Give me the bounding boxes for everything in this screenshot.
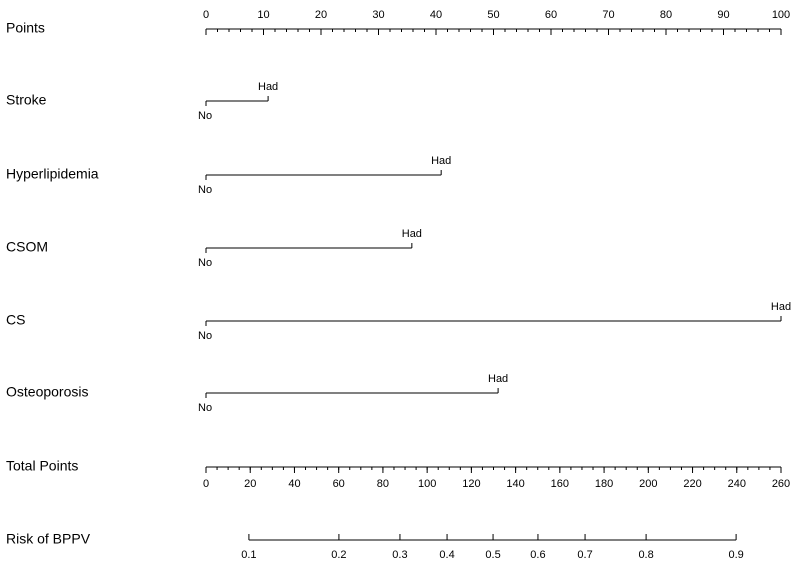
level-label: No: [198, 110, 212, 122]
level-label: Had: [258, 81, 278, 93]
tick-label: 100: [418, 478, 436, 490]
level-label: Had: [771, 301, 791, 313]
tick-label: 50: [487, 9, 499, 21]
tick-label: 30: [372, 9, 384, 21]
level-label: No: [198, 184, 212, 196]
tick-label: 40: [288, 478, 300, 490]
tick-label: 0.2: [331, 549, 346, 561]
tick-label: 80: [377, 478, 389, 490]
tick-label: 0: [203, 9, 209, 21]
row-label: Hyperlipidemia: [6, 166, 99, 182]
tick-label: 60: [333, 478, 345, 490]
tick-label: 20: [315, 9, 327, 21]
tick-label: 120: [462, 478, 480, 490]
tick-label: 40: [430, 9, 442, 21]
tick-label: 0.5: [485, 549, 500, 561]
tick-label: 240: [728, 478, 746, 490]
level-label: Had: [488, 373, 508, 385]
tick-label: 0.6: [530, 549, 545, 561]
level-label: No: [198, 330, 212, 342]
row-label: Points: [6, 20, 45, 36]
tick-label: 140: [506, 478, 524, 490]
tick-label: 100: [772, 9, 790, 21]
row-label: Total Points: [6, 458, 78, 474]
level-label: Had: [431, 155, 451, 167]
tick-label: 200: [639, 478, 657, 490]
tick-label: 60: [545, 9, 557, 21]
tick-label: 0.8: [638, 549, 653, 561]
tick-label: 0: [203, 478, 209, 490]
level-label: Had: [402, 228, 422, 240]
tick-label: 20: [244, 478, 256, 490]
tick-label: 90: [717, 9, 729, 21]
tick-label: 70: [602, 9, 614, 21]
row-label: CSOM: [6, 239, 48, 255]
tick-label: 0.4: [439, 549, 454, 561]
tick-label: 10: [257, 9, 269, 21]
tick-label: 0.1: [241, 549, 256, 561]
tick-label: 80: [660, 9, 672, 21]
level-label: No: [198, 402, 212, 414]
row-label: CS: [6, 312, 25, 328]
tick-label: 160: [551, 478, 569, 490]
tick-label: 0.3: [392, 549, 407, 561]
row-label: Osteoporosis: [6, 384, 88, 400]
tick-label: 0.9: [728, 549, 743, 561]
level-label: No: [198, 257, 212, 269]
row-label: Stroke: [6, 92, 47, 108]
tick-label: 180: [595, 478, 613, 490]
tick-label: 0.7: [577, 549, 592, 561]
row-label: Risk of BPPV: [6, 531, 91, 547]
tick-label: 260: [772, 478, 790, 490]
tick-label: 220: [683, 478, 701, 490]
